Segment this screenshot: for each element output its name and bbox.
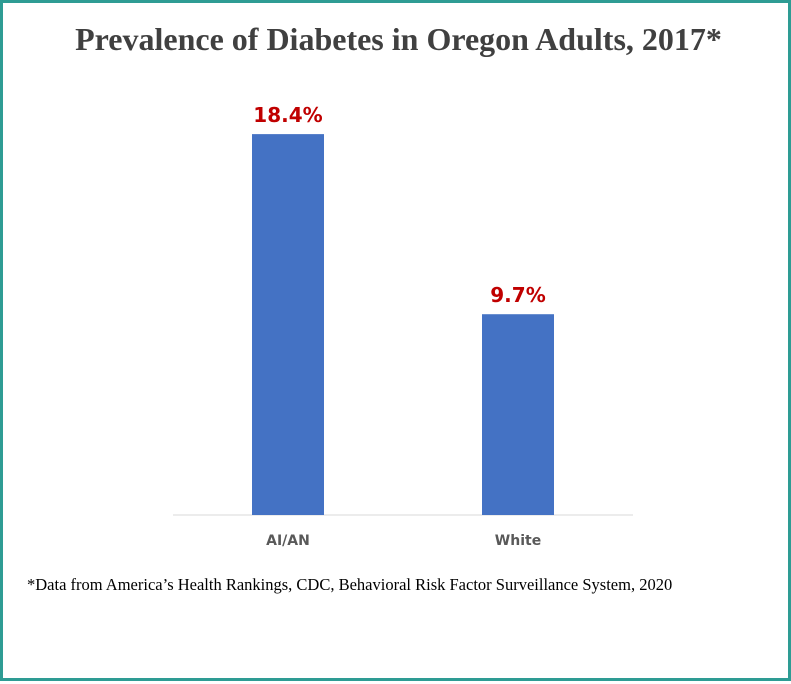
x-tick-label: AI/AN <box>266 533 310 549</box>
chart-title: Prevalence of Diabetes in Oregon Adults,… <box>75 21 722 57</box>
bar-chart: 18.4% AI/AN 9.7% White <box>173 103 633 549</box>
data-label: 9.7% <box>490 283 545 307</box>
bar-ai-an <box>252 134 324 515</box>
data-label: 18.4% <box>253 103 322 127</box>
bar-white <box>482 314 554 515</box>
source-footnote: *Data from America’s Health Rankings, CD… <box>27 575 673 594</box>
x-tick-label: White <box>495 533 541 549</box>
